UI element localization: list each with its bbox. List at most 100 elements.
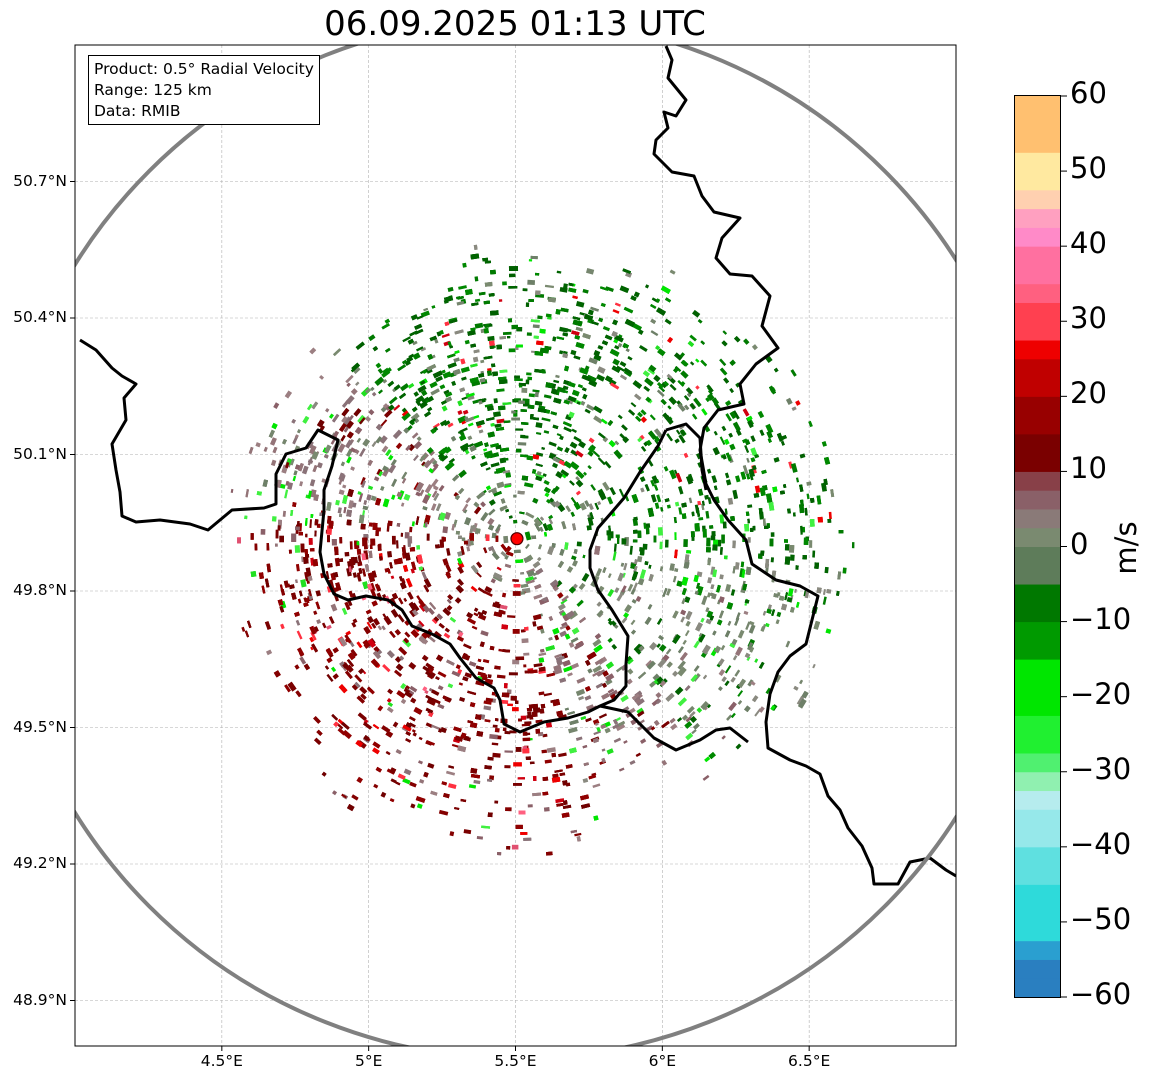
echo-gate (556, 659, 563, 666)
echo-gate (732, 540, 736, 549)
echo-gate (737, 629, 745, 639)
echo-gate (363, 500, 367, 505)
echo-gate (443, 420, 451, 426)
echo-gate (757, 410, 765, 419)
echo-gate (356, 437, 362, 443)
echo-gate (611, 365, 621, 373)
echo-gate (631, 629, 636, 635)
echo-gate (647, 604, 653, 610)
echo-gate (737, 678, 746, 688)
echo-gate (407, 443, 416, 452)
echo-gate (717, 686, 723, 692)
echo-gate (466, 617, 477, 625)
echo-gate (401, 410, 409, 417)
echo-gate (263, 446, 268, 452)
echo-gate (520, 583, 529, 588)
echo-gate (294, 434, 299, 439)
echo-gate (502, 649, 511, 653)
echo-gate (554, 634, 560, 641)
echo-gate (444, 321, 450, 327)
echo-gate (427, 762, 435, 769)
echo-gate (653, 484, 659, 491)
echo-gate (453, 357, 460, 363)
echo-gate (532, 614, 542, 621)
echo-gate (309, 625, 317, 635)
echo-gate (706, 393, 715, 401)
echo-gate (480, 511, 489, 522)
echo-gate (309, 548, 315, 552)
echo-gate (567, 711, 575, 716)
echo-gate (535, 463, 543, 468)
echo-gate (747, 504, 753, 509)
echo-gate (424, 411, 431, 418)
echo-gate (632, 582, 639, 590)
echo-gate (537, 407, 547, 414)
echo-gate (542, 733, 548, 738)
echo-gate (342, 495, 348, 504)
echo-gate (600, 418, 608, 425)
echo-gate (729, 443, 736, 451)
echo-gate (787, 588, 794, 597)
echo-gate (697, 488, 704, 496)
echo-gate (413, 454, 419, 462)
echo-gate (475, 528, 481, 534)
echo-gate (431, 478, 439, 487)
echo-gate (475, 680, 485, 687)
echo-gate (427, 628, 433, 634)
echo-gate (381, 467, 391, 477)
echo-gate (563, 399, 570, 405)
echo-gate (483, 355, 493, 360)
echo-gate (389, 562, 393, 569)
echo-gate (607, 573, 612, 579)
echo-gate (619, 433, 626, 440)
echo-gate (689, 402, 696, 410)
echo-gate (619, 361, 627, 367)
echo-gate (658, 385, 665, 393)
echo-gate (532, 621, 537, 627)
echo-gate (367, 459, 373, 466)
echo-gate (439, 419, 448, 427)
echo-gate (590, 320, 599, 326)
echo-gate (560, 307, 569, 313)
echo-gate (614, 334, 624, 343)
echo-gate (460, 798, 467, 803)
echo-gate (326, 673, 334, 682)
echo-gate (558, 603, 566, 611)
echo-gate (729, 388, 734, 393)
echo-gate (794, 588, 797, 593)
echo-gate (338, 472, 345, 481)
echo-gate (370, 538, 376, 546)
echo-gate (644, 377, 654, 387)
echo-gate (460, 358, 466, 365)
echo-gate (800, 525, 803, 535)
echo-gate (747, 420, 754, 429)
echo-gate (587, 445, 596, 453)
echo-gate (572, 316, 581, 321)
echo-gate (584, 408, 591, 414)
echo-gate (349, 541, 353, 550)
echo-gate (367, 687, 375, 695)
echo-gate (507, 318, 513, 323)
echo-gate (527, 711, 532, 717)
echo-gate (627, 583, 634, 592)
echo-gate (415, 796, 426, 803)
echo-gate (338, 684, 348, 694)
echo-gate (490, 442, 500, 448)
echo-gate (476, 835, 484, 840)
echo-gate (297, 429, 301, 434)
echo-gate (371, 600, 378, 607)
echo-gate (456, 300, 465, 306)
echo-gate (729, 411, 737, 419)
echo-gate (593, 354, 602, 362)
echo-gate (513, 494, 517, 498)
echo-gate (522, 288, 528, 292)
echo-gate (492, 411, 502, 418)
echo-gate (357, 561, 363, 567)
echo-gate (504, 731, 511, 735)
echo-gate (538, 666, 546, 672)
echo-gate (305, 554, 310, 558)
echo-gate (719, 436, 726, 446)
echo-gate (436, 654, 444, 662)
echo-gate (343, 507, 347, 514)
echo-gate (765, 423, 774, 434)
